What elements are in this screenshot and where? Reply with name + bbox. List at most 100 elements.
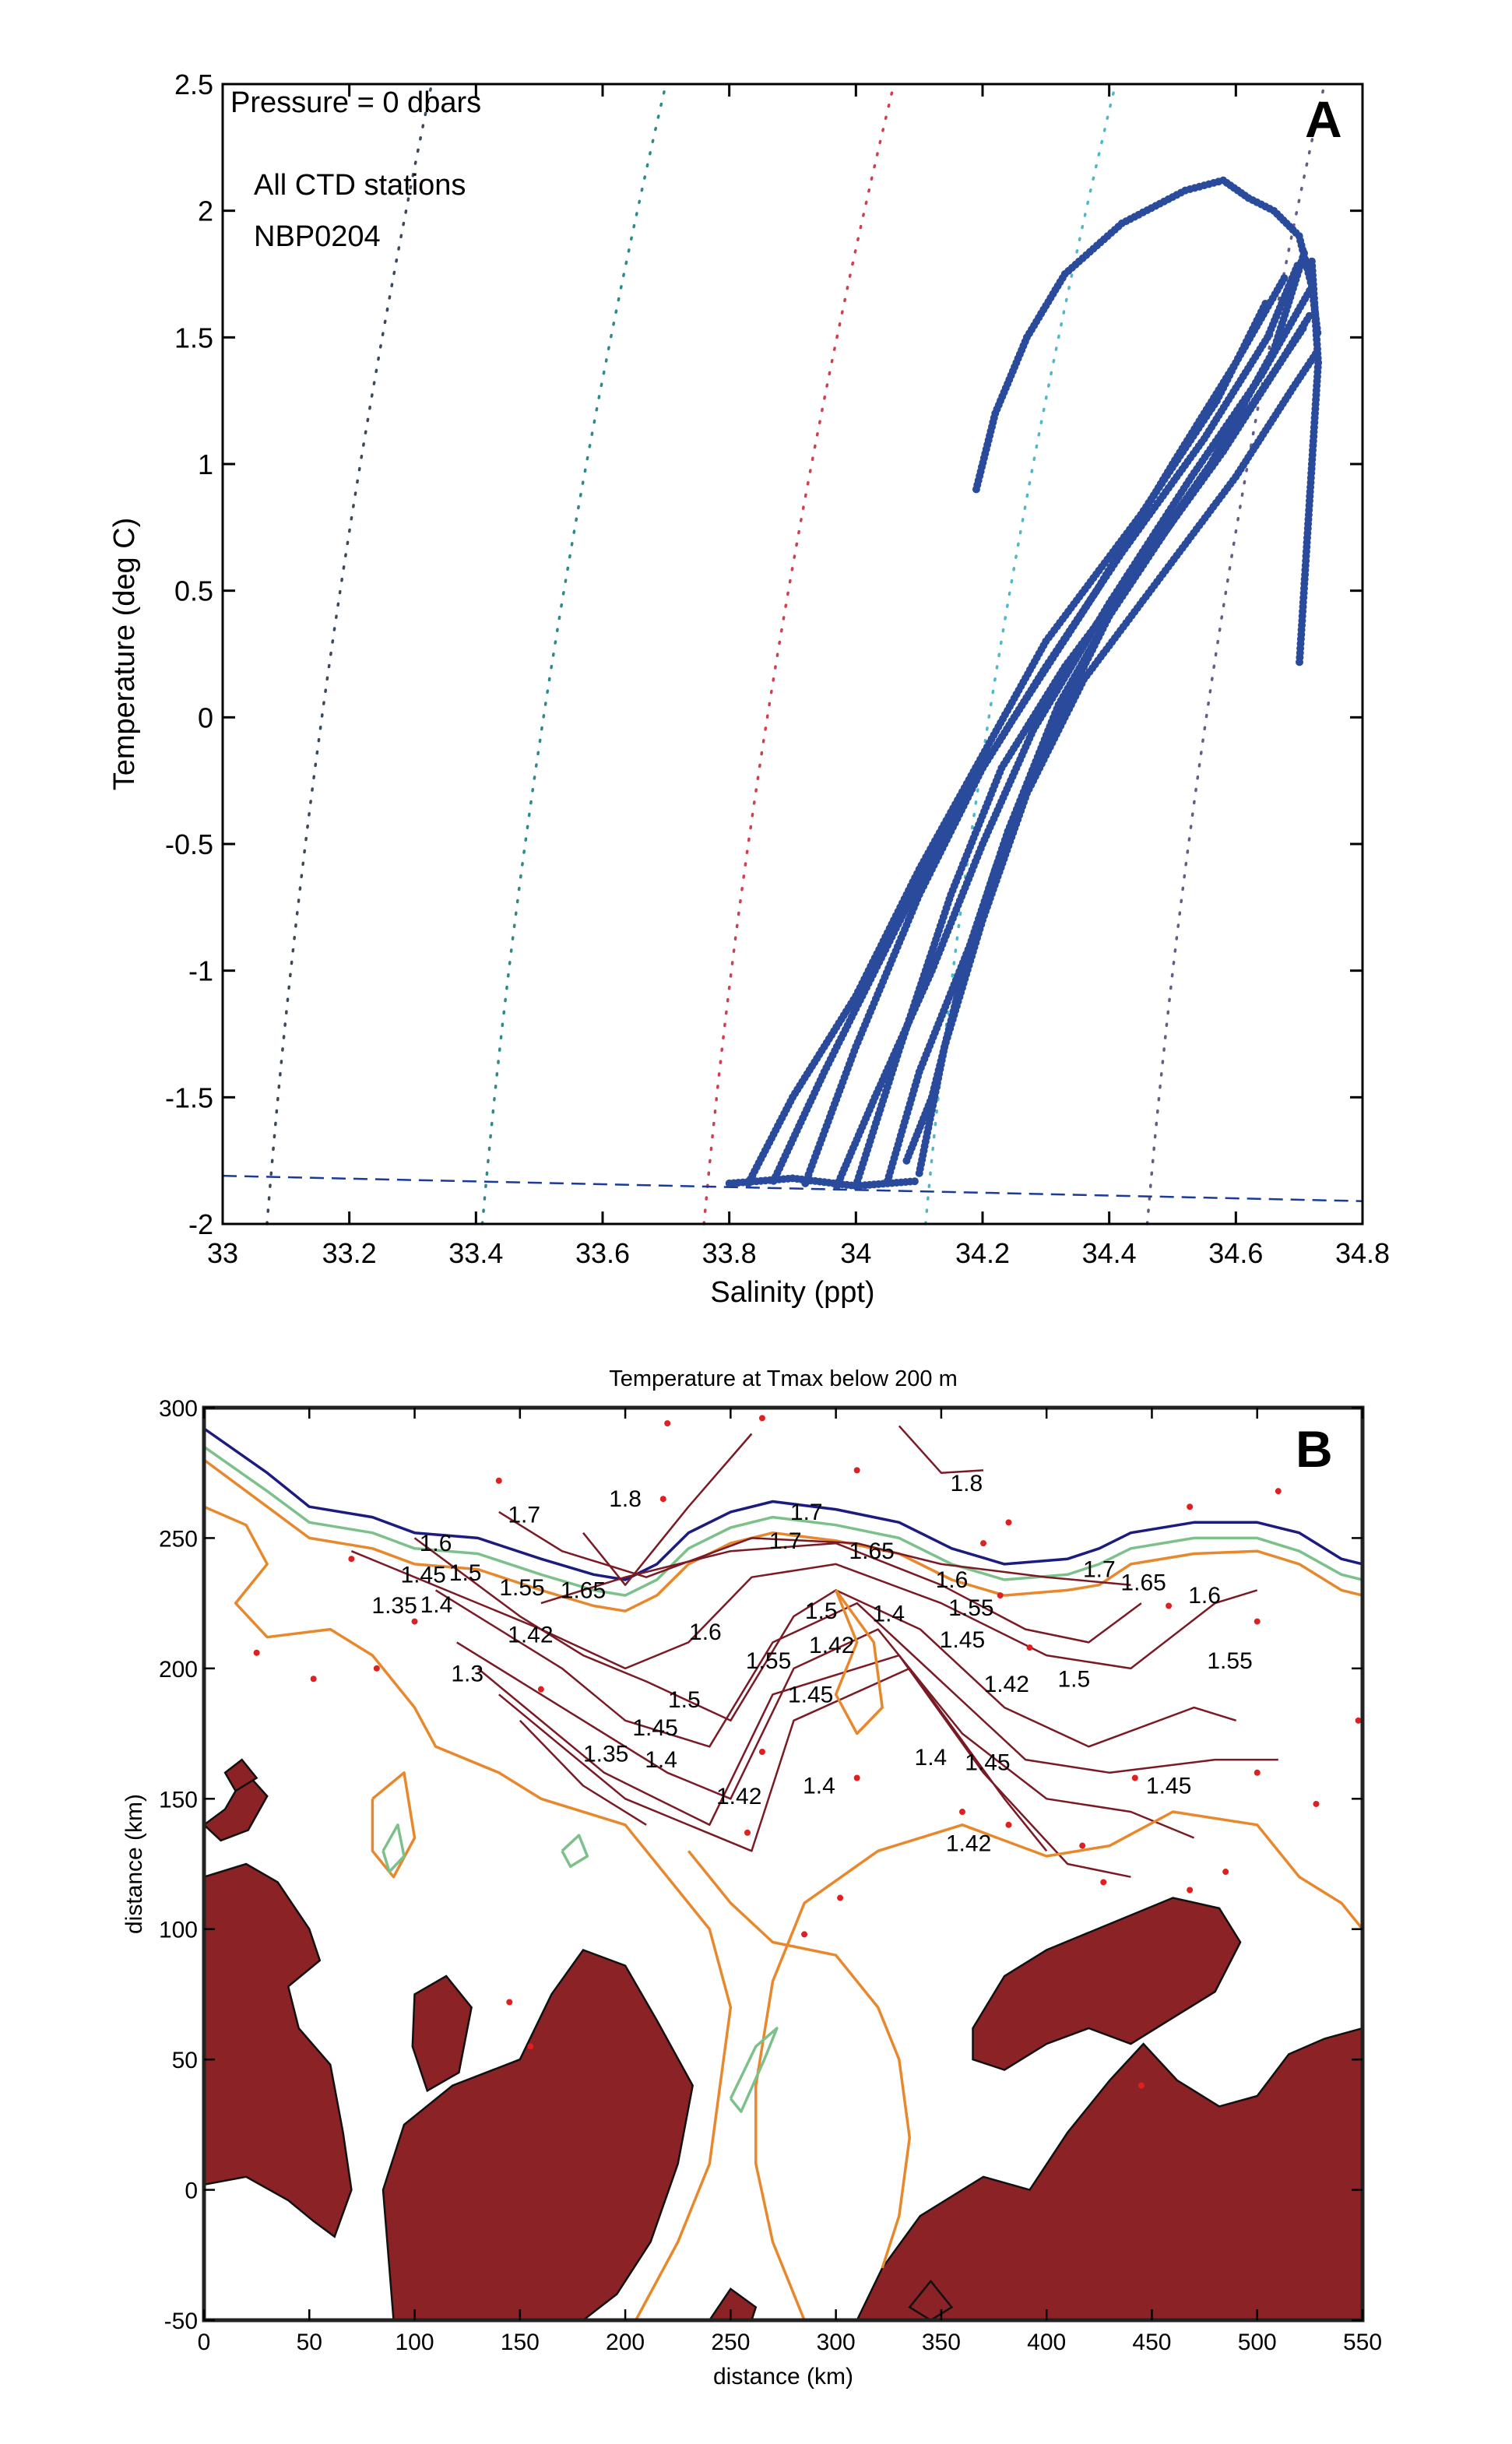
annotation-cruise: NBP0204 xyxy=(254,220,381,253)
x-tick-label: 33.4 xyxy=(448,1237,503,1269)
contour-line xyxy=(754,1810,1363,2320)
panel-a: 33 33.2 33.4 33.6 33.8 34 34.2 34.4 34.6 34.8 -2-… xyxy=(108,69,1390,1309)
contour-label: 1.55 xyxy=(499,1575,544,1601)
contour-label: 1.4 xyxy=(915,1745,948,1771)
y-tick-label: 300 xyxy=(159,1396,198,1422)
y-axis-label-b: distance (km) xyxy=(121,1794,147,1934)
contour-label: 1.65 xyxy=(1120,1570,1166,1595)
station-marker xyxy=(1254,1769,1261,1776)
station-marker xyxy=(1275,1488,1282,1495)
station-marker xyxy=(495,1477,502,1484)
x-tick-label: 250 xyxy=(711,2330,750,2355)
x-tick-label: 33.6 xyxy=(575,1237,630,1269)
x-tick-label: 150 xyxy=(501,2330,540,2355)
contour-label: 1.45 xyxy=(788,1682,833,1707)
x-axis-ticks-b: 0 50 100 150 200 250 300 350 400 450 500 550 xyxy=(198,1408,1382,2355)
contour-label: 1.65 xyxy=(561,1577,606,1603)
station-marker xyxy=(853,1774,860,1781)
station-marker xyxy=(1100,1879,1107,1886)
contour-line xyxy=(204,1427,1363,1581)
station-marker xyxy=(1187,1503,1194,1510)
y-tick-label: -2 xyxy=(188,1208,213,1240)
data-point xyxy=(1311,350,1320,358)
isopycnal-line xyxy=(480,83,668,1226)
station-marker xyxy=(373,1665,380,1672)
contour-label: 1.55 xyxy=(1207,1648,1252,1674)
scatter-points xyxy=(725,176,1323,1190)
contour-line xyxy=(413,1537,1237,1748)
contour-label: 1.4 xyxy=(645,1747,677,1773)
contour-label: 1.35 xyxy=(583,1742,628,1767)
panel-label-a: A xyxy=(1305,90,1342,148)
y-tick-label: -1 xyxy=(188,955,213,987)
contour-label: 1.45 xyxy=(965,1749,1010,1775)
station-marker xyxy=(1079,1842,1086,1849)
contour-label: 1.5 xyxy=(449,1560,482,1586)
land-mass xyxy=(204,1771,269,1842)
isopycnal-line xyxy=(1145,83,1326,1226)
station-marker xyxy=(1026,1644,1033,1651)
station-marker xyxy=(1166,1602,1173,1609)
y-tick-label: -0.5 xyxy=(165,828,213,860)
land-mass xyxy=(411,1975,473,2093)
freezing-point-line xyxy=(222,1174,1363,1202)
contour-label: 1.5 xyxy=(1057,1666,1090,1692)
contour-line xyxy=(434,1589,1278,1774)
contour-label: 1.55 xyxy=(948,1595,993,1621)
x-axis-ticks-a: 33 33.2 33.4 33.6 33.8 34 34.2 34.4 34.6 34.8 xyxy=(207,84,1390,1269)
x-tick-label: 50 xyxy=(297,2330,322,2355)
station-marker xyxy=(348,1556,355,1563)
contour-label: 1.7 xyxy=(769,1528,802,1554)
y-tick-label: 2.5 xyxy=(174,69,213,100)
contour-label: 1.42 xyxy=(809,1633,854,1658)
station-marker xyxy=(1254,1618,1261,1625)
annotation-pressure: Pressure = 0 dbars xyxy=(230,86,481,119)
x-tick-label: 0 xyxy=(198,2330,211,2355)
y-axis-ticks-b: -50 0 50 100 150 200 250 300 xyxy=(159,1396,1363,2334)
x-tick-label: 33.8 xyxy=(702,1237,757,1269)
y-tick-label: -1.5 xyxy=(165,1081,213,1113)
y-tick-label: 150 xyxy=(159,1787,198,1813)
y-tick-label: 0.5 xyxy=(174,575,213,607)
x-tick-label: 400 xyxy=(1027,2330,1066,2355)
station-marker xyxy=(1187,1887,1194,1894)
x-tick-label: 450 xyxy=(1132,2330,1171,2355)
contour-label: 1.4 xyxy=(803,1774,835,1799)
y-tick-label: -50 xyxy=(164,2309,198,2334)
contour-label: 1.42 xyxy=(508,1622,553,1648)
annotation-stations: All CTD stations xyxy=(254,169,466,202)
x-tick-label: 34.8 xyxy=(1335,1237,1390,1269)
y-tick-label: 200 xyxy=(159,1657,198,1683)
x-tick-label: 34.4 xyxy=(1082,1237,1137,1269)
station-marker xyxy=(537,1686,544,1693)
isopycnal-line xyxy=(924,83,1117,1226)
land-mass xyxy=(708,2288,758,2320)
contour-lines xyxy=(204,1425,1363,2320)
y-tick-label: 100 xyxy=(159,1918,198,1943)
contour-label: 1.35 xyxy=(371,1593,417,1619)
isopycnal-line xyxy=(265,83,434,1226)
y-tick-label: 50 xyxy=(172,2048,198,2073)
station-marker xyxy=(758,1415,765,1422)
contour-label: 1.7 xyxy=(508,1502,540,1528)
contour-line xyxy=(350,1550,1258,1670)
contour-line xyxy=(687,1850,912,2269)
station-marker xyxy=(997,1592,1004,1599)
land-mass xyxy=(382,1948,694,2320)
y-tick-label: 0 xyxy=(198,702,213,733)
station-marker xyxy=(1313,1800,1320,1807)
y-tick-label: 0 xyxy=(185,2179,198,2204)
y-axis-ticks-a: -2 -1.5 -1 -0.5 0 0.5 1 1.5 2 2.5 xyxy=(165,69,1363,1240)
land-mass xyxy=(223,1758,258,1792)
x-tick-label: 100 xyxy=(396,2330,434,2355)
station-marker xyxy=(1131,1774,1138,1781)
data-point xyxy=(1300,249,1308,258)
panel-label-b: B xyxy=(1296,1420,1333,1478)
contour-label: 1.4 xyxy=(420,1592,453,1618)
station-marker xyxy=(853,1467,860,1474)
contour-line xyxy=(204,1445,1363,1597)
station-marker xyxy=(758,1749,765,1756)
data-point xyxy=(1299,324,1307,332)
y-tick-label: 2 xyxy=(198,195,213,227)
